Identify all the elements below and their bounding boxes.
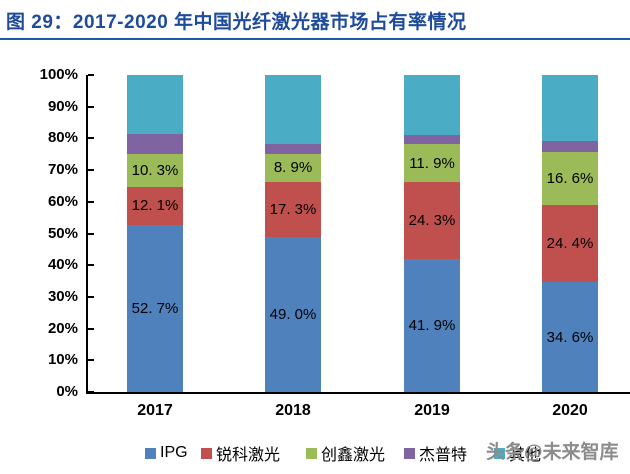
- y-axis-tick: [88, 359, 94, 362]
- legend-swatch-maxphotonics: [306, 447, 317, 459]
- legend-swatch-jpt: [404, 447, 415, 459]
- bar-segment-others-2017: [127, 75, 183, 135]
- legend-swatch-ipg: [145, 447, 156, 459]
- y-axis-tick: [88, 105, 94, 108]
- bar-segment-ipg-2020: 34. 6%: [542, 282, 598, 392]
- bar-segment-maxphotonics-2017: 10. 3%: [127, 153, 183, 187]
- bar-value-label: 8. 9%: [273, 159, 313, 177]
- bar-value-label: 10. 3%: [131, 161, 179, 179]
- plot-area: [86, 75, 630, 394]
- y-axis-tick-label: 50%: [47, 224, 78, 242]
- bar-segment-maxphotonics-2019: 11. 9%: [404, 144, 460, 183]
- legend-item-ipg: IPG: [145, 444, 188, 461]
- bar-value-label: 34. 6%: [546, 328, 594, 346]
- legend-item-others: 其他: [494, 445, 541, 464]
- figure-title: 图 29：2017-2020 年中国光纤激光器市场占有率情况: [6, 12, 467, 33]
- y-axis-tick-label: 100%: [39, 66, 78, 83]
- legend-swatch-others: [494, 447, 505, 459]
- bar-value-label: 41. 9%: [408, 317, 456, 335]
- bar-segment-raycus-2017: 12. 1%: [127, 186, 183, 225]
- bar-segment-jpt-2018: [265, 144, 321, 154]
- bar-value-label: 12. 1%: [131, 197, 179, 215]
- bar-segment-raycus-2020: 24. 4%: [542, 204, 598, 283]
- y-axis-tick: [88, 137, 94, 140]
- bar-value-label: 16. 6%: [546, 170, 594, 188]
- bar-segment-jpt-2020: [542, 141, 598, 153]
- x-axis-label: 2019: [414, 402, 450, 419]
- bar-segment-jpt-2017: [127, 134, 183, 154]
- title-divider: [0, 38, 630, 40]
- y-axis-tick-label: 70%: [47, 161, 78, 179]
- bar-segment-ipg-2017: 52. 7%: [127, 224, 183, 392]
- y-axis-tick-label: 80%: [47, 129, 78, 147]
- x-axis-label: 2017: [137, 402, 173, 419]
- legend-label-maxphotonics: 创鑫激光: [321, 447, 386, 464]
- bar-value-label: 11. 9%: [409, 154, 455, 172]
- legend-item-maxphotonics: 创鑫激光: [306, 445, 385, 464]
- bar-segment-raycus-2018: 17. 3%: [265, 181, 321, 237]
- bar-value-label: 49. 0%: [269, 305, 317, 323]
- bar-segment-jpt-2019: [404, 134, 460, 145]
- x-axis-label: 2020: [552, 402, 588, 419]
- y-axis-tick-label: 90%: [47, 97, 78, 115]
- legend-swatch-raycus: [201, 447, 212, 459]
- bar-segment-ipg-2018: 49. 0%: [265, 236, 321, 392]
- y-axis-tick-label: 10%: [47, 351, 78, 369]
- watermark: 头条@未来智库: [486, 442, 619, 463]
- y-axis-tick-label: 0%: [56, 383, 78, 400]
- y-axis-tick: [88, 232, 94, 235]
- y-axis-tick: [88, 74, 94, 76]
- y-axis-tick: [88, 391, 94, 393]
- bar-segment-maxphotonics-2018: 8. 9%: [265, 153, 321, 182]
- bar-value-label: 52. 7%: [131, 299, 179, 317]
- y-axis-tick-label: 30%: [47, 287, 78, 305]
- legend-label-ipg: IPG: [160, 444, 188, 461]
- bar-segment-maxphotonics-2020: 16. 6%: [542, 152, 598, 205]
- legend-label-jpt: 杰普特: [419, 447, 468, 464]
- y-axis-tick: [88, 295, 94, 298]
- legend-label-others: 其他: [509, 447, 542, 464]
- y-axis-tick: [88, 169, 94, 172]
- y-axis-tick: [88, 327, 94, 330]
- y-axis-tick: [88, 264, 94, 267]
- bar-segment-others-2018: [265, 75, 321, 145]
- y-axis-tick-label: 60%: [47, 192, 78, 210]
- bar-segment-others-2020: [542, 75, 598, 142]
- bar-value-label: 17. 3%: [269, 200, 317, 218]
- x-axis-label: 2018: [275, 402, 311, 419]
- stacked-bar-chart: 0% 10% 20% 30% 40% 50% 60% 70% 80% 90% 100% 52. 7% 1…: [0, 44, 630, 474]
- legend-label-raycus: 锐科激光: [216, 447, 281, 464]
- y-axis-tick: [88, 200, 94, 203]
- bar-segment-others-2019: [404, 75, 460, 135]
- y-axis-tick-label: 20%: [47, 319, 78, 337]
- legend-item-raycus: 锐科激光: [201, 445, 280, 464]
- bar-value-label: 24. 3%: [408, 212, 456, 230]
- bar-segment-raycus-2019: 24. 3%: [404, 182, 460, 260]
- bar-value-label: 24. 4%: [546, 235, 594, 253]
- bar-segment-ipg-2019: 41. 9%: [404, 259, 460, 392]
- legend-item-jpt: 杰普特: [404, 445, 467, 464]
- y-axis-tick-label: 40%: [47, 256, 78, 274]
